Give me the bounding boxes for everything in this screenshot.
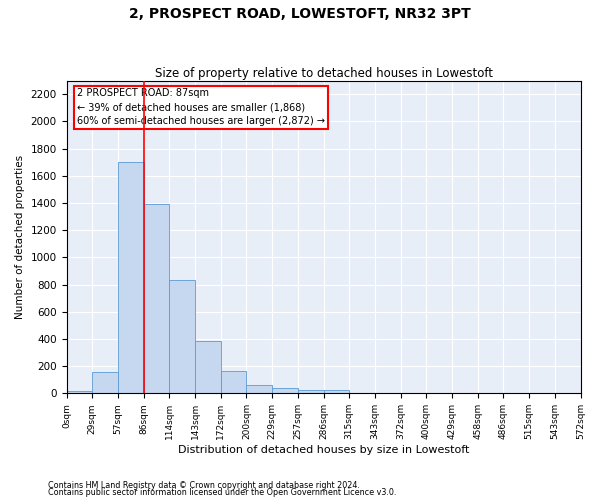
- Bar: [118, 162, 143, 394]
- X-axis label: Distribution of detached houses by size in Lowestoft: Distribution of detached houses by size …: [178, 445, 469, 455]
- Bar: [143, 204, 169, 394]
- Bar: [272, 388, 298, 394]
- Text: Contains public sector information licensed under the Open Government Licence v3: Contains public sector information licen…: [48, 488, 397, 497]
- Bar: [195, 341, 221, 394]
- Bar: [67, 390, 92, 394]
- Bar: [323, 390, 349, 394]
- Title: Size of property relative to detached houses in Lowestoft: Size of property relative to detached ho…: [155, 66, 493, 80]
- Text: 2, PROSPECT ROAD, LOWESTOFT, NR32 3PT: 2, PROSPECT ROAD, LOWESTOFT, NR32 3PT: [129, 8, 471, 22]
- Bar: [92, 372, 118, 394]
- Text: Contains HM Land Registry data © Crown copyright and database right 2024.: Contains HM Land Registry data © Crown c…: [48, 480, 360, 490]
- Bar: [221, 371, 247, 394]
- Bar: [298, 390, 323, 394]
- Y-axis label: Number of detached properties: Number of detached properties: [15, 155, 25, 319]
- Bar: [169, 280, 195, 394]
- Text: 2 PROSPECT ROAD: 87sqm
← 39% of detached houses are smaller (1,868)
60% of semi-: 2 PROSPECT ROAD: 87sqm ← 39% of detached…: [77, 88, 325, 126]
- Bar: [247, 384, 272, 394]
